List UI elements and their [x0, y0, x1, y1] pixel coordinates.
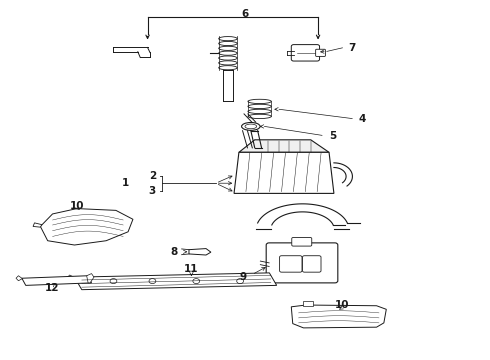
Text: 8: 8: [171, 247, 178, 257]
Text: 4: 4: [358, 114, 366, 124]
Polygon shape: [74, 273, 277, 290]
FancyBboxPatch shape: [302, 256, 321, 272]
Polygon shape: [189, 249, 211, 255]
Polygon shape: [239, 140, 329, 152]
Text: 2: 2: [149, 171, 156, 181]
FancyBboxPatch shape: [292, 238, 312, 246]
FancyBboxPatch shape: [316, 49, 325, 57]
Text: 10: 10: [70, 201, 84, 211]
FancyBboxPatch shape: [291, 45, 319, 61]
Polygon shape: [234, 152, 334, 193]
FancyBboxPatch shape: [280, 256, 302, 272]
Polygon shape: [87, 274, 94, 283]
Text: 7: 7: [348, 43, 356, 53]
Text: 10: 10: [335, 300, 350, 310]
Polygon shape: [303, 301, 313, 306]
Polygon shape: [22, 276, 92, 285]
FancyBboxPatch shape: [266, 243, 338, 283]
Text: 11: 11: [184, 264, 198, 274]
Text: 9: 9: [239, 272, 246, 282]
Polygon shape: [291, 305, 386, 328]
Text: 6: 6: [242, 9, 248, 19]
Polygon shape: [66, 275, 75, 282]
Text: 5: 5: [329, 131, 336, 141]
Polygon shape: [40, 208, 133, 245]
Polygon shape: [33, 223, 42, 227]
Text: 3: 3: [149, 186, 156, 196]
Polygon shape: [16, 276, 23, 281]
Text: 1: 1: [122, 178, 129, 188]
Text: 12: 12: [45, 283, 60, 293]
